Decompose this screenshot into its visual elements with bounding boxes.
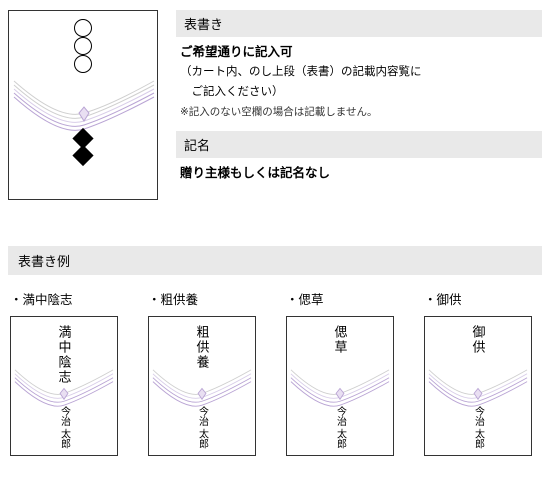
example-signer-text: 今治 太郎 [196, 406, 209, 449]
example-signer-text: 今治 太郎 [58, 406, 71, 449]
main-noshi-card [8, 10, 158, 200]
omotegaki-line3: ご記入ください） [180, 86, 284, 98]
section-body-kimei: 贈り主様もしくは記名なし [176, 164, 542, 193]
example-omotegaki-text: 偲草 [334, 325, 347, 355]
example-column: ・満中陰志 満中陰志 今治 太郎 [10, 289, 120, 456]
section-heading-kimei: 記名 [176, 131, 542, 158]
top-row: 表書き ご希望通りに記入可 （カート内、のし上段（表書）の記載内容覧に ご記入く… [8, 10, 542, 200]
circle-icon [74, 37, 92, 55]
section-heading-omotegaki: 表書き [176, 10, 542, 37]
omotegaki-line2: （カート内、のし上段（表書）の記載内容覧に [180, 66, 422, 78]
example-noshi-card: 粗供養 今治 太郎 [148, 316, 256, 456]
example-column: ・偲草 偲草 今治 太郎 [286, 289, 396, 456]
omotegaki-line1: ご希望通りに記入可 [180, 45, 293, 59]
examples-row: ・満中陰志 満中陰志 今治 太郎 ・粗供養 粗供養 [8, 289, 542, 456]
placeholder-circles [74, 19, 92, 73]
example-signer-text: 今治 太郎 [334, 406, 347, 449]
example-signer-text: 今治 太郎 [472, 406, 485, 449]
example-omotegaki-text: 御供 [472, 325, 485, 355]
example-label: ・満中陰志 [10, 289, 120, 308]
example-noshi-card: 偲草 今治 太郎 [286, 316, 394, 456]
diamond-icon [72, 145, 93, 166]
placeholder-diamonds [76, 131, 91, 163]
example-column: ・粗供養 粗供養 今治 太郎 [148, 289, 258, 456]
kimei-line1: 贈り主様もしくは記名なし [180, 166, 330, 180]
example-label: ・粗供養 [148, 289, 258, 308]
example-noshi-card: 御供 今治 太郎 [424, 316, 532, 456]
info-column: 表書き ご希望通りに記入可 （カート内、のし上段（表書）の記載内容覧に ご記入く… [176, 10, 542, 200]
section-body-omotegaki: ご希望通りに記入可 （カート内、のし上段（表書）の記載内容覧に ご記入ください）… [176, 43, 542, 131]
example-column: ・御供 御供 今治 太郎 [424, 289, 534, 456]
circle-icon [74, 19, 92, 37]
omotegaki-note: ※記入のない空欄の場合は記載しません。 [180, 106, 377, 118]
example-noshi-card: 満中陰志 今治 太郎 [10, 316, 118, 456]
example-label: ・偲草 [286, 289, 396, 308]
examples-heading: 表書き例 [8, 246, 542, 275]
example-label: ・御供 [424, 289, 534, 308]
